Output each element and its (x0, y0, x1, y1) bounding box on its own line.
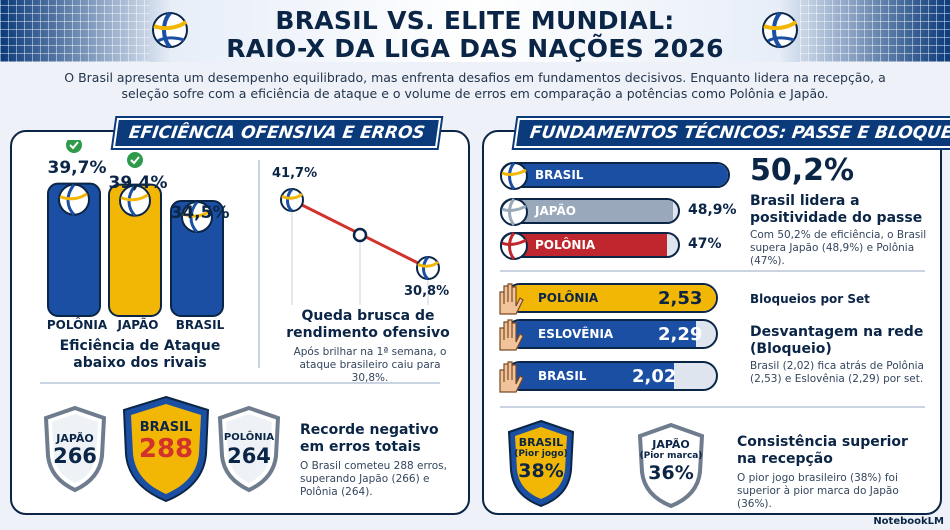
block-fill (507, 321, 697, 347)
volleyball-icon (119, 184, 151, 217)
drop-text: Após brilhar na 1ª semana, o ataque bras… (293, 346, 447, 384)
volleyball-icon (762, 11, 798, 49)
shield-japao-value: 266 (53, 444, 97, 468)
divider (258, 160, 260, 368)
page-title-line2: RAIO-X DA LIGA DAS NAÇÕES 2026 (226, 34, 724, 63)
shield-brasil-team: BRASIL (139, 420, 193, 435)
consistency-heading: Consistência superior na recepção (737, 434, 908, 467)
block-value-brasil: 2,02 (632, 366, 677, 387)
block-value-polonia: 2,53 (658, 288, 703, 309)
badge-japao (637, 422, 705, 508)
errors-heading: Recorde negativo em erros totais (300, 422, 439, 455)
reception-label-japao: JAPÃO (535, 204, 576, 218)
bar-label-japao: JAPÃO (117, 318, 159, 332)
bar-label-brasil: BRASIL (175, 318, 225, 332)
block-bar-polonia (505, 283, 718, 313)
shield-brasil-value: 288 (138, 434, 194, 464)
reception-label-brasil: BRASIL (535, 168, 584, 182)
brand-footer: NotebookLM (873, 516, 944, 527)
hands-block-icon (499, 283, 524, 315)
intro-text: O Brasil apresenta um desempenho equilib… (64, 70, 886, 101)
badge-brasil-value: 38% (518, 460, 564, 482)
badge-brasil-team: BRASIL (518, 436, 564, 449)
bar-label-polonia: POLÔNIA (46, 318, 108, 332)
divider (40, 382, 440, 384)
check-icon (127, 152, 143, 168)
bar-value-polonia: 39,7% (47, 158, 107, 178)
badge-brasil-note: (Pior jogo) (514, 449, 568, 459)
right-panel-title: FUNDAMENTOS TÉCNICOS: PASSE E BLOQUEIO (513, 118, 950, 148)
volleyball-icon (500, 232, 528, 260)
reception-fill (502, 234, 667, 256)
block-fill (507, 285, 716, 311)
page-title-line1: BRASIL VS. ELITE MUNDIAL: (275, 6, 675, 35)
reception-bar-japao (500, 198, 680, 224)
drop-end-label: 30,8% (404, 284, 450, 299)
block-fill (507, 363, 674, 389)
hands-block-icon (499, 319, 524, 351)
volleyball-icon (181, 201, 213, 234)
reception-value-japao: 48,9% (688, 202, 737, 218)
volleyball-net-right (800, 0, 950, 62)
reception-label-polonia: POLÔNIA (535, 238, 596, 252)
reception-fill (502, 164, 728, 186)
attack-caption: Eficiência de Ataque abaixo dos rivais (59, 338, 221, 371)
reception-big-value: 50,2% (750, 153, 855, 188)
reception-text: Com 50,2% de eficiência, o Brasil supera… (750, 229, 927, 267)
volleyball-icon (500, 198, 528, 226)
shield-polonia-team: POLÔNIA (223, 432, 275, 443)
badge-japao-value: 36% (648, 462, 694, 484)
blocks-heading: Desvantagem na rede (Bloqueio) (750, 324, 924, 357)
attack-efficiency-chart (47, 140, 224, 317)
bar-value-japao: 39,4% (108, 173, 168, 193)
divider (500, 406, 925, 408)
volleyball-icon (500, 162, 528, 190)
reception-fill (502, 200, 674, 222)
block-label-brasil: BRASIL (538, 369, 587, 383)
badge-brasil (507, 419, 575, 508)
attack-drop-chart (280, 188, 440, 305)
shield-japao-team: JAPÃO (56, 432, 94, 445)
block-value-eslovenia: 2,29 (658, 324, 703, 345)
volleyball-icon (58, 183, 90, 216)
check-icon (66, 140, 82, 153)
reception-bar-polonia (500, 232, 680, 258)
badge-japao-team: JAPÃO (652, 438, 690, 451)
reception-heading: Brasil lidera a positividade do passe (750, 193, 923, 226)
shield-japao (43, 405, 107, 493)
consistency-text: O pior jogo brasileiro (38%) foi superio… (737, 472, 899, 510)
block-bar-brasil (505, 361, 718, 391)
shield-brasil (122, 395, 210, 503)
blocks-text: Brasil (2,02) fica atrás de Polônia (2,5… (750, 360, 924, 385)
blocks-subtitle: Bloqueios por Set (750, 292, 870, 306)
drop-heading: Queda brusca de rendimento ofensivo (286, 308, 450, 341)
volleyball-net-left (0, 0, 150, 62)
reception-value-polonia: 47% (688, 236, 722, 252)
drop-start-label: 41,7% (272, 166, 318, 181)
shield-polonia-value: 264 (227, 444, 271, 468)
shield-polonia (217, 405, 281, 493)
volleyball-icon (152, 11, 188, 49)
hands-block-icon (499, 361, 524, 393)
block-label-polonia: POLÔNIA (538, 291, 599, 305)
badge-japao-note: (Pior marca) (639, 451, 703, 461)
divider (500, 270, 925, 272)
bar-value-brasil: 34,5% (170, 203, 230, 223)
errors-text: O Brasil cometeu 288 erros, superando Ja… (300, 460, 447, 498)
block-label-eslovenia: ESLOVÊNIA (538, 327, 614, 341)
